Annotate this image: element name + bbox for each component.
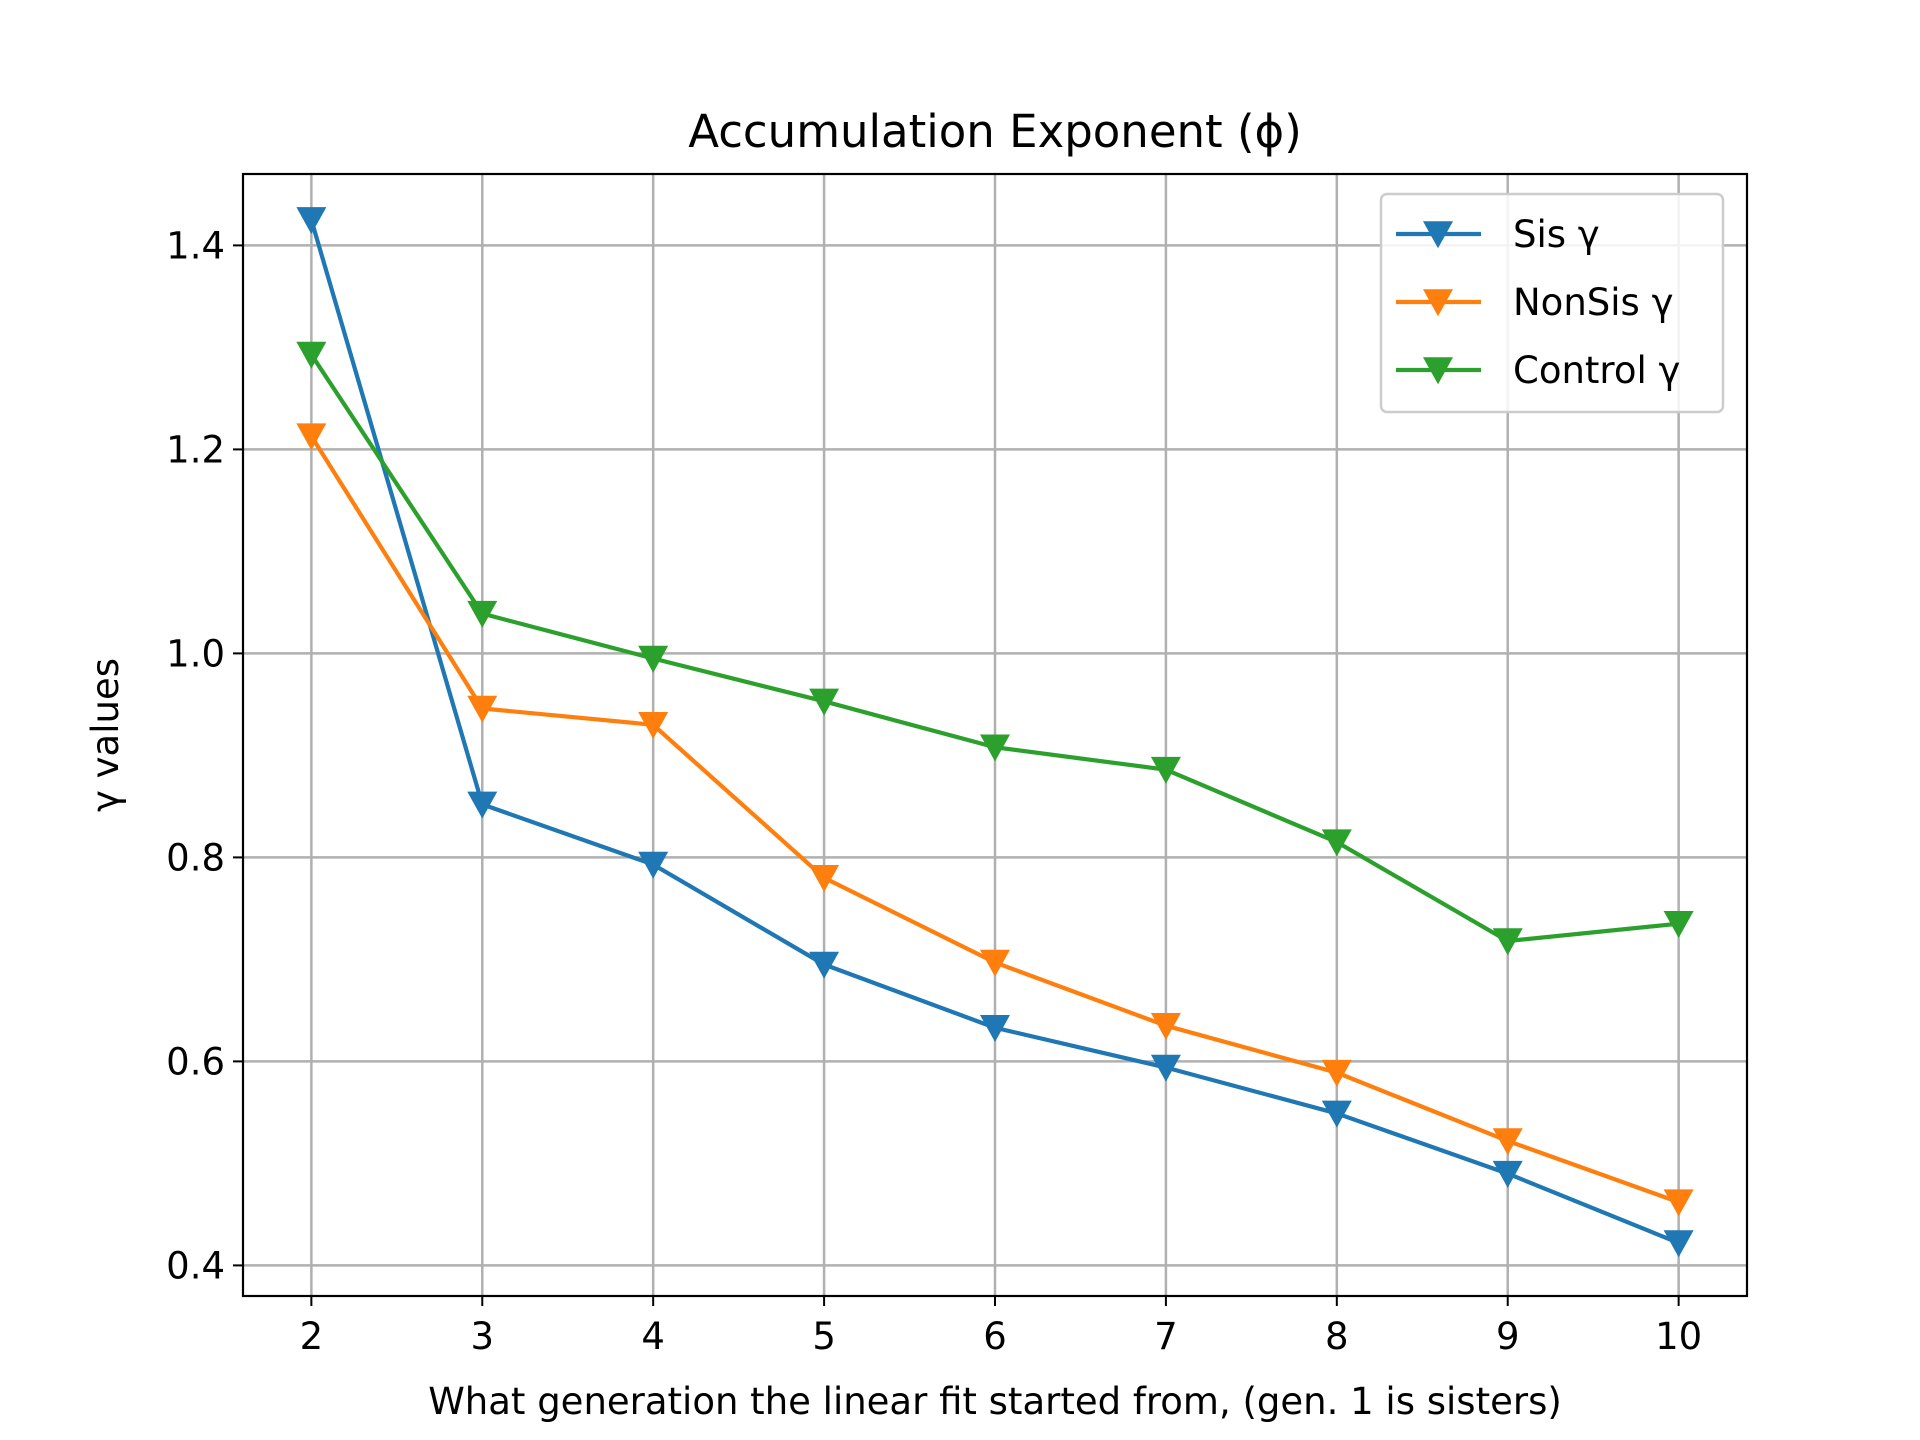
- y-tick-label: 1.2: [166, 428, 225, 471]
- x-axis-label: What generation the linear fit started f…: [428, 1380, 1562, 1423]
- data-point: [638, 851, 669, 879]
- x-tick-label: 9: [1496, 1315, 1520, 1358]
- legend-box: [1379, 192, 1725, 414]
- data-point: [1150, 756, 1181, 784]
- data-point: [1492, 928, 1523, 956]
- y-tick-label: 0.4: [166, 1244, 225, 1287]
- data-point: [1150, 1054, 1181, 1082]
- data-point: [467, 600, 498, 628]
- data-point: [467, 695, 498, 723]
- data-point: [296, 423, 327, 451]
- data-point: [638, 712, 669, 740]
- x-tick-label: 4: [641, 1315, 665, 1358]
- data-point: [1492, 1160, 1523, 1188]
- data-point: [980, 734, 1010, 762]
- legend-marker: [1423, 357, 1453, 385]
- x-tick-label: 2: [300, 1315, 324, 1358]
- legend-label: Control γ: [1513, 349, 1680, 392]
- data-point: [809, 951, 840, 979]
- y-tick-label: 0.6: [166, 1040, 225, 1083]
- x-tick-label: 8: [1325, 1315, 1349, 1358]
- x-tick-label: 3: [470, 1315, 494, 1358]
- chart-title: Accumulation Exponent (ϕ): [688, 105, 1302, 158]
- data-point: [1150, 1012, 1181, 1040]
- data-point: [1321, 829, 1352, 857]
- data-point: [638, 645, 669, 673]
- y-tick-label: 1.0: [166, 632, 225, 675]
- data-point: [1321, 1100, 1352, 1128]
- series-1: [296, 423, 1694, 1217]
- legend: Sis γ NonSis γ Control γ: [1379, 192, 1725, 414]
- data-point: [980, 949, 1010, 977]
- y-tick-label: 1.4: [166, 224, 225, 267]
- data-point: [1492, 1128, 1523, 1156]
- legend-item: Control γ: [1396, 349, 1680, 392]
- legend-marker: [1423, 221, 1453, 249]
- x-tick-label: 5: [812, 1315, 836, 1358]
- data-point: [296, 341, 327, 369]
- series-layer: [296, 207, 1694, 1258]
- y-axis-label: γ values: [84, 658, 127, 812]
- series-2: [296, 341, 1694, 956]
- data-point: [1663, 1189, 1694, 1217]
- data-point: [1663, 1230, 1694, 1258]
- legend-label: NonSis γ: [1513, 281, 1673, 324]
- data-point: [809, 865, 840, 893]
- data-point: [467, 791, 498, 819]
- x-tick-label: 10: [1655, 1315, 1702, 1358]
- data-point: [296, 207, 327, 235]
- legend-label: Sis γ: [1513, 213, 1600, 256]
- data-point: [809, 688, 840, 716]
- data-point: [980, 1014, 1010, 1042]
- axis-ticks: 2 3 4 5 6 7 8 9 10 0.4 0.6 0.8 1.0 1.2 1.4: [166, 224, 1702, 1358]
- x-tick-label: 6: [983, 1315, 1007, 1358]
- legend-item: NonSis γ: [1396, 281, 1673, 324]
- legend-item: Sis γ: [1396, 213, 1600, 256]
- legend-marker: [1423, 289, 1453, 317]
- x-tick-label: 7: [1154, 1315, 1178, 1358]
- data-point: [1663, 910, 1694, 938]
- series-0: [296, 207, 1694, 1258]
- y-tick-label: 0.8: [166, 836, 225, 879]
- data-point: [1321, 1059, 1352, 1087]
